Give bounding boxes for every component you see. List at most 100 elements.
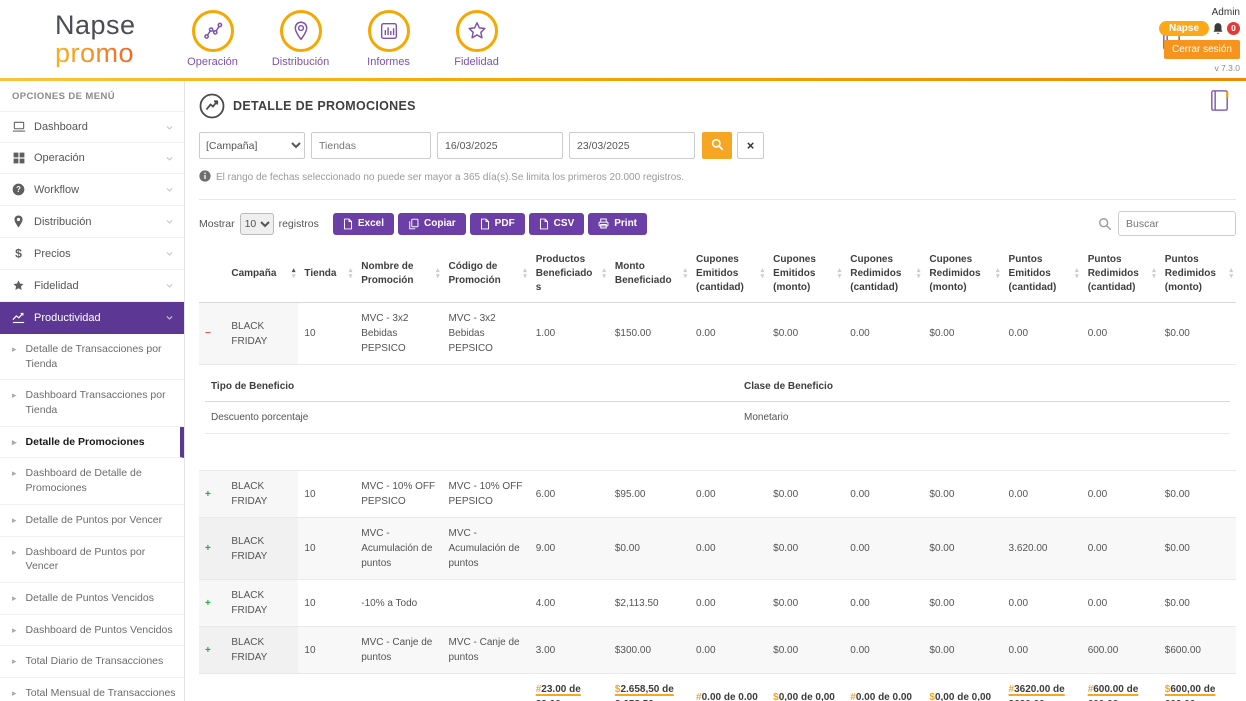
nav-item-fidelidad[interactable]: Fidelidad (444, 10, 510, 68)
column-header-cupones-redimidos-cantidad[interactable]: Cupones Redimidos (cantidad)▴▾ (844, 246, 923, 303)
sidebar-subitem-total-diario-de-transacciones[interactable]: ▸Total Diario de Transacciones (0, 646, 184, 678)
notification-badge[interactable]: 0 (1227, 22, 1240, 35)
book-icon[interactable] (1207, 87, 1232, 119)
sort-icon[interactable]: ▴▾ (523, 268, 527, 280)
sidebar-subitem-label: Dashboard de Puntos por Vencer (26, 545, 176, 574)
column-header-productos-beneficiados[interactable]: Productos Beneficiados▴▾ (530, 246, 609, 303)
sort-icon[interactable]: ▴▾ (349, 268, 353, 280)
excel-export-button[interactable]: Excel (333, 213, 394, 235)
sort-icon[interactable]: ▴▾ (838, 268, 842, 280)
total-value[interactable]: #3620.00 de 3620.00 (1009, 684, 1065, 701)
caret-right-icon: ▸ (12, 388, 17, 402)
column-header-puntos-emitidos-cantidad[interactable]: Puntos Emitidos (cantidad) ▴▾ (1003, 246, 1082, 303)
total-value[interactable]: #23.00 de 23.00 (536, 684, 581, 701)
records-label: registros (279, 218, 319, 230)
column-header-label: Puntos Emitidos (cantidad) (1009, 254, 1057, 293)
sidebar-item-productividad[interactable]: Productividad (0, 302, 184, 334)
column-header-cupones-emitidos-monto[interactable]: Cupones Emitidos (monto)▴▾ (767, 246, 844, 303)
nav-item-informes[interactable]: Informes (356, 10, 422, 68)
sidebar-item-workflow[interactable]: ?Workflow (0, 174, 184, 206)
total-value[interactable]: $0,00 de 0,00 (929, 692, 991, 701)
column-header-campana[interactable]: Campaña▴▾ (225, 246, 298, 303)
sidebar-item-precios[interactable]: $Precios (0, 238, 184, 270)
row-expand-cell[interactable]: + (199, 627, 225, 674)
expand-column-header (199, 246, 225, 303)
total-value[interactable]: $600,00 de 600,00 (1165, 684, 1216, 701)
column-header-nombre-de-promocion[interactable]: Nombre de Promoción▴▾ (355, 246, 442, 303)
table-search-input[interactable] (1118, 211, 1236, 236)
copiar-export-button[interactable]: Copiar (398, 213, 466, 235)
bell-icon[interactable] (1212, 22, 1224, 35)
stores-input[interactable] (311, 132, 431, 159)
brand-logo[interactable]: Napse promo (55, 11, 136, 68)
column-header-label: Tienda (304, 268, 336, 279)
sidebar-subitem-detalle-de-puntos-por-vencer[interactable]: ▸Detalle de Puntos por Vencer (0, 505, 184, 537)
sidebar-subitem-dashboard-de-puntos-vencidos[interactable]: ▸Dashboard de Puntos Vencidos (0, 615, 184, 647)
print-export-button[interactable]: Print (588, 213, 647, 235)
sort-icon[interactable]: ▴▾ (292, 268, 296, 280)
sidebar-item-dashboard[interactable]: Dashboard (0, 112, 184, 143)
cell-store: 10 (298, 303, 355, 365)
sidebar-subitem-detalle-de-transacciones-por-tienda[interactable]: ▸Detalle de Transacciones por Tienda (0, 334, 184, 380)
column-header-codigo-de-promocion[interactable]: Código de Promoción▴▾ (442, 246, 529, 303)
cell-value: $0.00 (767, 580, 844, 627)
totals-empty-cell (225, 674, 298, 701)
cell-campaign: BLACK FRIDAY (225, 518, 298, 580)
total-value[interactable]: $2.658,50 de 2.658,50 (615, 684, 674, 701)
sidebar-subitem-detalle-de-promociones[interactable]: ▸Detalle de Promociones (0, 427, 184, 459)
row-expand-cell[interactable]: − (199, 303, 225, 365)
column-header-label: Cupones Redimidos (monto) (929, 254, 980, 293)
total-value[interactable]: #0.00 de 0.00 (696, 692, 758, 701)
sidebar-subitem-dashboard-de-detalle-de-promociones[interactable]: ▸Dashboard de Detalle de Promociones (0, 458, 184, 504)
sidebar-subitem-dashboard-de-puntos-por-vencer[interactable]: ▸Dashboard de Puntos por Vencer (0, 537, 184, 583)
clear-filters-button[interactable]: × (737, 132, 764, 159)
sort-icon[interactable]: ▴▾ (1229, 268, 1233, 280)
pdf-export-button[interactable]: PDF (470, 213, 525, 235)
totals-cell: #0.00 de 0.00 (690, 674, 767, 701)
column-header-monto-beneficiado[interactable]: Monto Beneficiado▴▾ (609, 246, 690, 303)
page-size-select[interactable]: 10 (240, 213, 274, 235)
nav-item-distribucion[interactable]: Distribución (268, 10, 334, 68)
chevron-down-icon (165, 185, 174, 194)
date-to-input[interactable] (569, 132, 695, 159)
org-badge[interactable]: Napse (1159, 21, 1209, 36)
search-button[interactable] (702, 132, 732, 159)
nav-label: Distribución (268, 56, 334, 68)
sidebar-item-distribucion[interactable]: Distribución (0, 206, 184, 238)
page-head: DETALLE DE PROMOCIONES (199, 81, 1236, 119)
total-value[interactable]: $0,00 de 0,00 (773, 692, 835, 701)
date-from-input[interactable] (437, 132, 563, 159)
export-buttons: ExcelCopiarPDFCSVPrint (333, 213, 647, 235)
sort-icon[interactable]: ▴▾ (602, 268, 606, 280)
nav-item-operacion[interactable]: Operación (180, 10, 246, 68)
close-icon: × (747, 138, 755, 153)
sidebar-subitem-total-mensual-de-transacciones[interactable]: ▸Total Mensual de Transacciones (0, 678, 184, 701)
sidebar-subitem-detalle-de-puntos-vencidos[interactable]: ▸Detalle de Puntos Vencidos (0, 583, 184, 615)
row-expand-cell[interactable]: + (199, 518, 225, 580)
row-expand-cell[interactable]: + (199, 580, 225, 627)
sort-icon[interactable]: ▴▾ (1075, 268, 1079, 280)
row-detail-cell: Tipo de BeneficioClase de BeneficioDescu… (199, 365, 1236, 471)
sort-icon[interactable]: ▴▾ (684, 268, 688, 280)
sort-icon[interactable]: ▴▾ (436, 268, 440, 280)
column-header-cupones-redimidos-monto[interactable]: Cupones Redimidos (monto) ▴▾ (923, 246, 1002, 303)
sidebar-item-operacion[interactable]: Operación (0, 143, 184, 174)
total-value[interactable]: #600.00 de 600.00 (1088, 684, 1139, 701)
column-header-puntos-redimidos-monto[interactable]: Puntos Redimidos (monto)▴▾ (1159, 246, 1236, 303)
sidebar-item-fidelidad[interactable]: Fidelidad (0, 270, 184, 302)
column-header-tienda[interactable]: Tienda ▴▾ (298, 246, 355, 303)
column-header-cupones-emitidos-cantidad[interactable]: Cupones Emitidos (cantidad)▴▾ (690, 246, 767, 303)
sort-icon[interactable]: ▴▾ (761, 268, 765, 280)
column-header-puntos-redimidos-cantidad[interactable]: Puntos Redimidos (cantidad)▴▾ (1082, 246, 1159, 303)
campaign-select[interactable]: [Campaña] (199, 132, 305, 159)
sort-icon[interactable]: ▴▾ (996, 268, 1000, 280)
row-expand-cell[interactable]: + (199, 471, 225, 518)
total-value[interactable]: #0.00 de 0.00 (850, 692, 912, 701)
cell-value: $0.00 (767, 518, 844, 580)
sort-icon[interactable]: ▴▾ (1152, 268, 1156, 280)
sort-icon[interactable]: ▴▾ (917, 268, 921, 280)
sidebar-subitem-dashboard-transacciones-por-tienda[interactable]: ▸Dashboard Transacciones por Tienda (0, 380, 184, 426)
logout-button[interactable]: Cerrar sesión (1164, 40, 1240, 59)
csv-export-button[interactable]: CSV (529, 213, 585, 235)
distribution-icon (290, 20, 312, 42)
